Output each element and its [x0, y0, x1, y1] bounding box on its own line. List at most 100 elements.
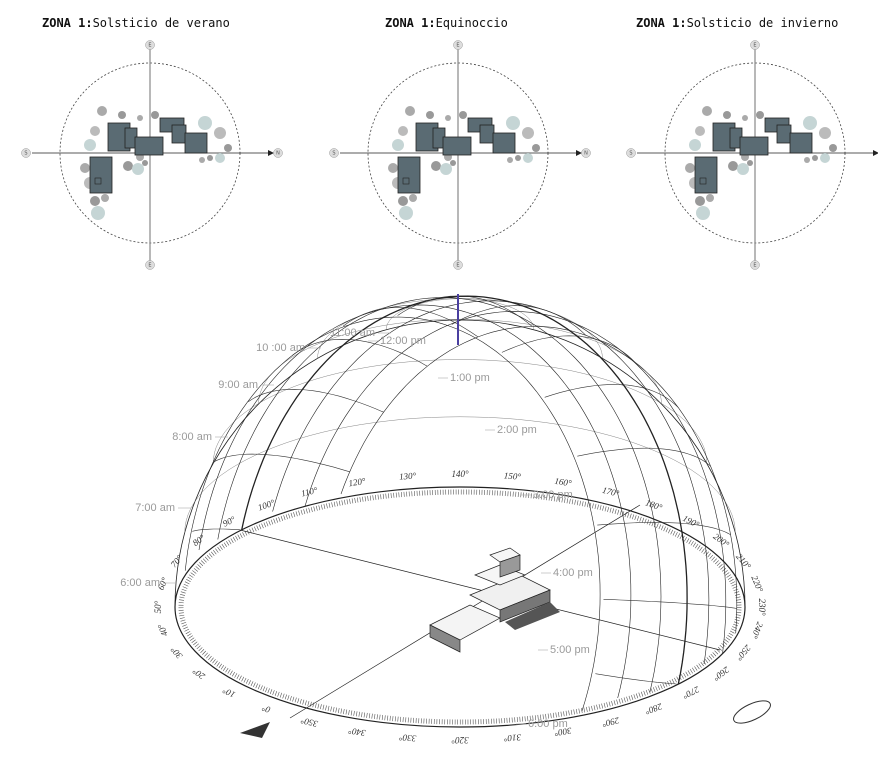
zone-title: ZONA 1:Solsticio de invierno	[636, 16, 838, 30]
compass-badge	[626, 148, 636, 158]
hour-label: 5:00 pm	[550, 644, 590, 656]
degree-label: 130°	[399, 470, 417, 481]
tree	[399, 206, 413, 220]
degree-label: 140°	[451, 469, 469, 479]
tree	[803, 116, 817, 130]
degree-label: 180°	[644, 497, 664, 512]
tree	[445, 115, 451, 121]
compass-letter: E	[456, 43, 459, 49]
tree	[507, 157, 513, 163]
tree	[431, 161, 441, 171]
tree	[198, 116, 212, 130]
degree-label: 260°	[711, 665, 731, 683]
building	[134, 136, 164, 156]
tree	[523, 153, 533, 163]
degree-label: 250°	[734, 643, 753, 663]
hour-label: 10 :00 am	[256, 342, 305, 354]
building	[492, 132, 516, 154]
compass-mark	[733, 700, 771, 724]
hour-label: 8:00 am	[172, 431, 212, 443]
tree	[207, 155, 213, 161]
north-arrow	[240, 722, 270, 738]
compass-letter: E	[148, 263, 151, 269]
compass-letter: E	[753, 43, 756, 49]
zone-name: Solsticio de invierno	[687, 16, 839, 30]
tree	[215, 153, 225, 163]
tree	[747, 160, 753, 166]
tree	[695, 126, 705, 136]
building-detail	[699, 177, 707, 185]
tree	[123, 161, 133, 171]
arrow	[873, 150, 878, 156]
building	[442, 136, 472, 156]
compass-letter: E	[148, 43, 151, 49]
degree-label: 20°	[190, 666, 206, 682]
hour-line	[451, 305, 587, 336]
degree-label: 10°	[221, 685, 237, 700]
degree-label: 300°	[553, 726, 573, 739]
tree	[685, 163, 695, 173]
compass-badge	[750, 260, 760, 270]
degree-label: 330°	[398, 732, 417, 743]
tree	[459, 111, 467, 119]
degree-label: 30°	[168, 644, 185, 661]
degree-label: 90°	[221, 514, 237, 529]
tree	[737, 163, 749, 175]
zone-title: ZONA 1:Solsticio de verano	[42, 16, 230, 30]
zone-label: ZONA 1:	[42, 16, 93, 30]
building-shadow	[505, 602, 560, 630]
degree-label: 100°	[256, 497, 276, 512]
compass-badge	[329, 148, 339, 158]
degree-label: 350°	[299, 715, 319, 729]
degree-label: 210°	[734, 552, 753, 572]
tree	[515, 155, 521, 161]
hour-line	[501, 335, 637, 364]
building	[694, 156, 718, 194]
building	[776, 124, 792, 144]
tree	[696, 206, 710, 220]
building-detail	[94, 177, 102, 185]
tree	[756, 111, 764, 119]
tree	[522, 127, 534, 139]
tree	[409, 194, 417, 202]
compass-badge	[273, 148, 283, 158]
hour-label: 1:00 pm	[450, 372, 490, 384]
hour-label: 11:00 am	[330, 327, 375, 339]
building	[397, 156, 421, 194]
compass-letter: E	[456, 263, 459, 269]
degree-label: 230°	[757, 598, 767, 616]
tree	[702, 106, 712, 116]
compass-letter: S	[332, 151, 335, 157]
tree	[199, 157, 205, 163]
building-block	[429, 624, 461, 653]
tree	[97, 106, 107, 116]
horizon-ticks	[178, 489, 742, 725]
tree	[440, 163, 452, 175]
hour-line	[192, 528, 240, 532]
tree	[819, 127, 831, 139]
zone-name: Equinoccio	[436, 16, 508, 30]
compass-badge	[145, 260, 155, 270]
tree	[214, 127, 226, 139]
hour-label: 3:00 pm	[533, 489, 573, 501]
degree-label: 220°	[749, 574, 765, 594]
hour-label: 9:00 am	[218, 379, 258, 391]
hour-label: 6:00 pm	[528, 718, 568, 730]
tree	[90, 126, 100, 136]
tree	[91, 206, 105, 220]
hour-line	[213, 453, 350, 473]
compass-letter: E	[753, 263, 756, 269]
tree	[506, 116, 520, 130]
degree-label: 270°	[681, 684, 701, 701]
building-block	[499, 554, 521, 578]
tree	[532, 144, 540, 152]
tree	[405, 106, 415, 116]
arrow	[268, 150, 274, 156]
building	[184, 132, 208, 154]
building	[789, 132, 813, 154]
degree-label: 290°	[601, 715, 620, 729]
degree-label: 70°	[169, 553, 185, 569]
tree	[728, 161, 738, 171]
